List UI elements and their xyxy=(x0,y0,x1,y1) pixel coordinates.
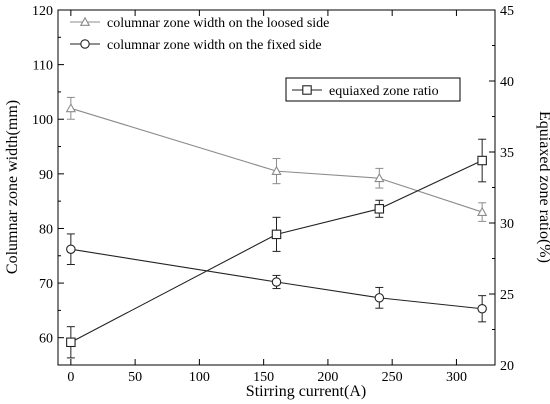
data-point-triangle xyxy=(271,165,282,176)
y2-tick-label: 35 xyxy=(500,146,514,161)
legend-label-0: columnar zone width on the loosed side xyxy=(107,16,329,31)
y2-tick-label: 30 xyxy=(500,217,514,232)
data-point-square xyxy=(477,155,487,166)
x-tick-label: 100 xyxy=(189,370,210,385)
legend-marker-circle xyxy=(80,39,90,49)
y2-tick-label: 25 xyxy=(500,288,514,303)
y-tick-label: 70 xyxy=(39,277,53,292)
x-tick-label: 200 xyxy=(317,370,338,385)
x-tick-label: 250 xyxy=(382,370,403,385)
legend-box xyxy=(285,77,461,102)
legend-marker-square xyxy=(302,85,312,95)
data-point-triangle xyxy=(65,102,76,113)
y-tick-label: 110 xyxy=(33,59,53,74)
x-tick-label: 300 xyxy=(446,370,467,385)
data-point-circle xyxy=(271,277,282,287)
data-point-triangle xyxy=(374,172,385,183)
y-tick-label: 90 xyxy=(39,168,53,183)
plot-frame xyxy=(57,9,496,366)
legend-layer: columnar zone width on the loosed side co… xyxy=(70,16,461,102)
series-line-2 xyxy=(70,248,483,310)
y-tick-label: 100 xyxy=(32,113,53,128)
y-tick-label: 120 xyxy=(32,4,53,19)
y2-tick-label: 20 xyxy=(500,359,514,374)
legend-label-1: columnar zone width on the fixed side xyxy=(107,38,322,53)
data-point-circle xyxy=(66,244,76,254)
data-point-square xyxy=(271,229,282,240)
legend-label-2: equiaxed zone ratio xyxy=(329,84,439,99)
axes-layer: 0 50 100 150 200 250 300 60 70 80 90 100 110 120 20 25 3… xyxy=(32,4,514,385)
x-axis-title: Stirring current(A) xyxy=(246,383,366,400)
y-axis-title: Columnar zone width(mm) xyxy=(4,100,21,274)
y-tick-label: 60 xyxy=(39,332,53,347)
y-tick-label: 80 xyxy=(39,222,53,237)
series-line-1 xyxy=(70,107,483,213)
legend-marker-triangle xyxy=(79,16,91,26)
data-point-circle xyxy=(374,293,385,303)
data-point-triangle xyxy=(477,206,488,216)
y2-tick-label: 40 xyxy=(500,75,514,90)
x-tick-label: 0 xyxy=(67,370,74,385)
x-tick-label: 50 xyxy=(128,370,142,385)
data-point-square xyxy=(66,337,76,348)
series-line-3 xyxy=(70,160,483,343)
y2-axis-title: Equiaxed zone ratio(%) xyxy=(536,111,550,263)
y2-tick-label: 45 xyxy=(500,4,514,19)
data-point-square xyxy=(374,204,385,214)
series-layer xyxy=(65,96,488,359)
x-tick-label: 150 xyxy=(253,370,274,385)
data-point-circle xyxy=(477,303,487,314)
